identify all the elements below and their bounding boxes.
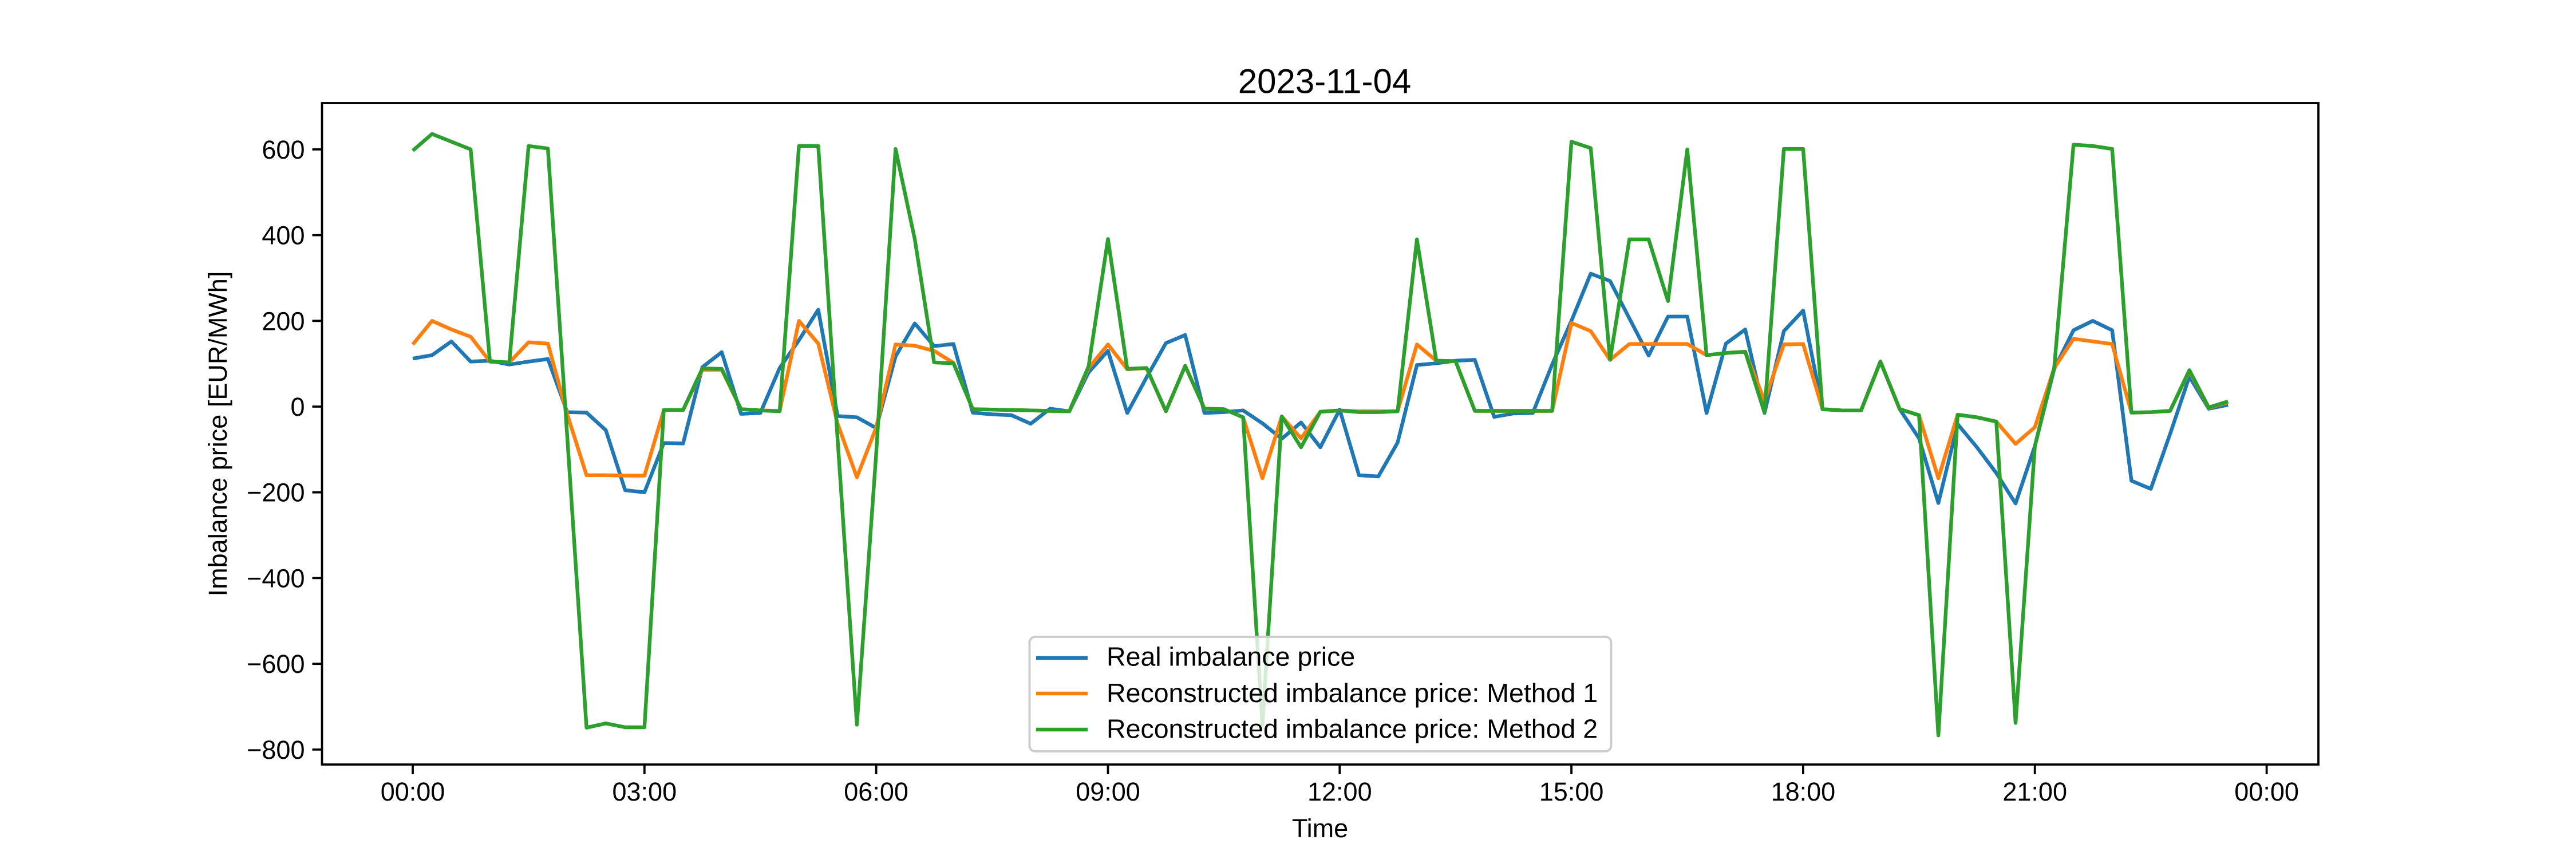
svg-text:Imbalance price [EUR/MWh]: Imbalance price [EUR/MWh] [203, 271, 232, 597]
svg-text:21:00: 21:00 [2002, 777, 2067, 806]
svg-text:200: 200 [262, 306, 305, 336]
svg-text:15:00: 15:00 [1539, 777, 1604, 806]
svg-text:06:00: 06:00 [844, 777, 908, 806]
svg-text:00:00: 00:00 [2234, 777, 2299, 806]
svg-text:09:00: 09:00 [1076, 777, 1140, 806]
svg-text:Reconstructed imbalance price:: Reconstructed imbalance price: Method 2 [1107, 714, 1598, 744]
svg-text:00:00: 00:00 [381, 777, 445, 806]
svg-text:−200: −200 [247, 478, 305, 507]
svg-text:−600: −600 [247, 649, 305, 679]
svg-text:0: 0 [290, 392, 305, 421]
svg-text:−400: −400 [247, 564, 305, 593]
svg-text:600: 600 [262, 135, 305, 164]
svg-text:18:00: 18:00 [1771, 777, 1836, 806]
svg-text:400: 400 [262, 221, 305, 250]
svg-text:03:00: 03:00 [612, 777, 677, 806]
svg-text:Time: Time [1292, 814, 1348, 843]
svg-text:Real imbalance price: Real imbalance price [1107, 642, 1355, 672]
svg-text:−800: −800 [247, 735, 305, 765]
svg-text:Reconstructed imbalance price:: Reconstructed imbalance price: Method 1 [1107, 678, 1598, 708]
svg-text:12:00: 12:00 [1307, 777, 1372, 806]
svg-text:2023-11-04: 2023-11-04 [1238, 62, 1411, 101]
